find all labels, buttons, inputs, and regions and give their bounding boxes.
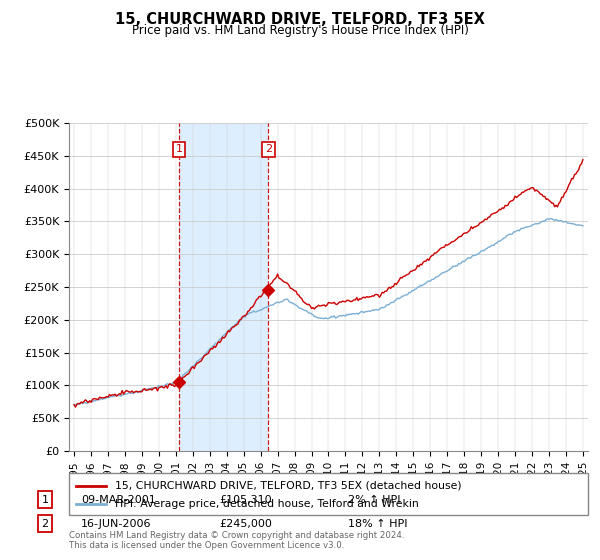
Text: 2: 2	[41, 519, 49, 529]
Text: Price paid vs. HM Land Registry's House Price Index (HPI): Price paid vs. HM Land Registry's House …	[131, 24, 469, 37]
Text: 15, CHURCHWARD DRIVE, TELFORD, TF3 5EX (detached house): 15, CHURCHWARD DRIVE, TELFORD, TF3 5EX (…	[115, 480, 462, 491]
Text: 15, CHURCHWARD DRIVE, TELFORD, TF3 5EX: 15, CHURCHWARD DRIVE, TELFORD, TF3 5EX	[115, 12, 485, 27]
Text: Contains HM Land Registry data © Crown copyright and database right 2024.
This d: Contains HM Land Registry data © Crown c…	[69, 530, 404, 550]
Text: 09-MAR-2001: 09-MAR-2001	[81, 494, 156, 505]
Text: £245,000: £245,000	[219, 519, 272, 529]
Text: 1: 1	[175, 144, 182, 155]
Text: £105,310: £105,310	[219, 494, 272, 505]
Text: 2: 2	[265, 144, 272, 155]
Text: 18% ↑ HPI: 18% ↑ HPI	[348, 519, 407, 529]
Bar	[179, 123, 268, 451]
Text: 1: 1	[41, 494, 49, 505]
Text: HPI: Average price, detached house, Telford and Wrekin: HPI: Average price, detached house, Telf…	[115, 499, 419, 509]
Text: 16-JUN-2006: 16-JUN-2006	[81, 519, 151, 529]
Text: 2% ↑ HPI: 2% ↑ HPI	[348, 494, 401, 505]
